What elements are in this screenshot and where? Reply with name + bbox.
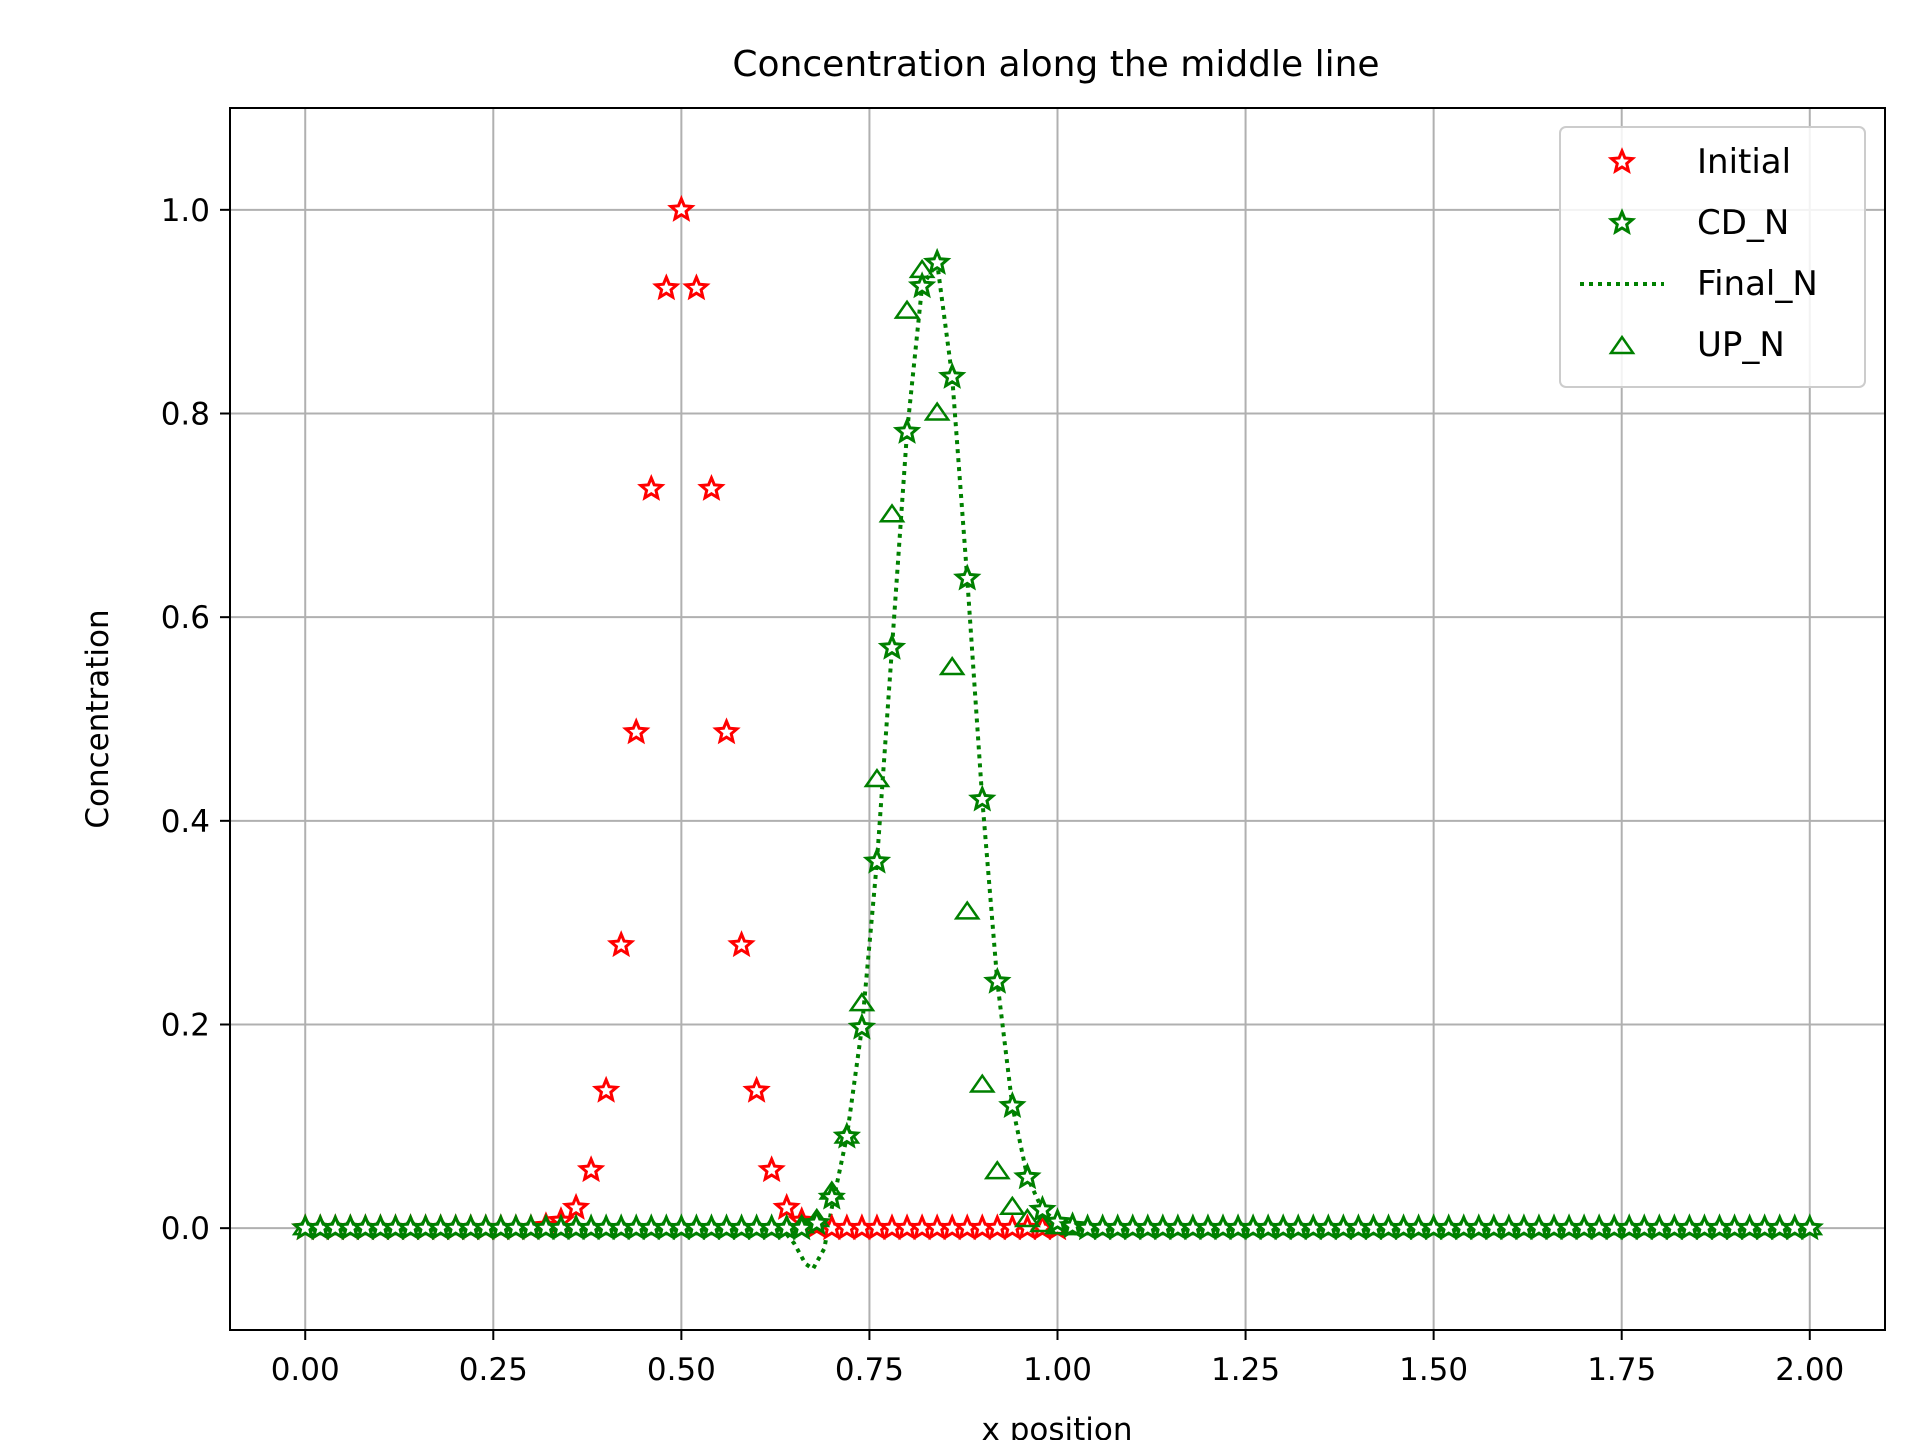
legend-label-final-n: Final_N (1697, 264, 1818, 304)
legend-box (1559, 126, 1866, 388)
initial-point (591, 1075, 621, 1103)
up-n-point (983, 1160, 1011, 1180)
initial-point (727, 930, 756, 958)
initial-point (682, 273, 711, 301)
series-final-n (305, 257, 1810, 1272)
up-n-point (878, 503, 906, 523)
y-tick-label: 0.2 (161, 1008, 210, 1044)
legend-label-initial: Initial (1697, 142, 1791, 182)
cd-n-point (968, 784, 997, 812)
cd-n-point (922, 247, 952, 275)
x-tick-label: 1.00 (1023, 1352, 1092, 1388)
x-tick-label: 0.00 (271, 1352, 340, 1388)
up-n-point (923, 401, 951, 421)
initial-point (561, 1192, 591, 1220)
up-n-point (1029, 1213, 1056, 1233)
up-n-point (998, 1195, 1026, 1215)
initial-point (772, 1192, 801, 1220)
initial-point (652, 273, 681, 301)
final-n-line (305, 257, 1810, 1272)
up-n-point (938, 655, 966, 676)
cd-n-point (832, 1121, 862, 1149)
y-tick-label: 0.6 (161, 600, 210, 636)
cd-n-point (877, 632, 907, 660)
cd-n-point (1013, 1162, 1042, 1190)
chart-title: Concentration along the middle line (732, 44, 1379, 85)
x-tick-label: 2.00 (1775, 1352, 1844, 1388)
cd-n-point (938, 361, 967, 389)
initial-point (667, 194, 696, 222)
x-tick-label: 0.75 (835, 1352, 904, 1388)
up-n-point (953, 900, 981, 920)
x-tick-label: 0.50 (647, 1352, 716, 1388)
x-tick-label: 0.25 (459, 1352, 528, 1388)
cd-n-point (862, 846, 892, 874)
cd-n-point (787, 1213, 816, 1241)
initial-point (607, 930, 636, 958)
cd-n-point (1795, 1213, 1824, 1241)
y-axis-label: Concentration (80, 609, 116, 828)
axis-ticks: 0.00 0.25 0.50 0.75 1.00 1.25 1.50 1.75 2.00 0.0 0… (161, 193, 1845, 1388)
initial-point (576, 1155, 606, 1183)
y-tick-label: 0.0 (161, 1211, 210, 1247)
cd-n-point (998, 1091, 1027, 1119)
legend-label-up-n: UP_N (1697, 325, 1785, 365)
legend-marker-cd-n (1607, 208, 1637, 236)
up-n-point (893, 299, 921, 319)
initial-point (742, 1075, 771, 1103)
initial-point (757, 1155, 786, 1183)
cd-n-point (802, 1208, 831, 1236)
y-tick-label: 1.0 (161, 193, 210, 229)
y-tick-label: 0.4 (161, 804, 210, 840)
cd-n-point (892, 416, 922, 444)
up-n-point (1014, 1207, 1041, 1228)
cd-n-point (847, 1012, 877, 1040)
cd-n-point (1058, 1211, 1087, 1239)
legend-label-cd-n: CD_N (1697, 203, 1789, 243)
up-n-point (968, 1073, 996, 1093)
up-n-point (848, 992, 876, 1012)
cd-n-point (953, 563, 982, 591)
legend-marker-initial (1607, 147, 1637, 175)
up-n-point (863, 768, 891, 788)
x-tick-label: 1.25 (1211, 1352, 1280, 1388)
y-tick-label: 0.8 (161, 397, 210, 433)
x-tick-label: 1.75 (1587, 1352, 1656, 1388)
initial-point (637, 473, 666, 501)
initial-point (712, 717, 741, 745)
cd-n-point (907, 271, 937, 299)
legend-marker-up-n (1608, 334, 1636, 355)
x-tick-label: 1.50 (1399, 1352, 1468, 1388)
x-axis-label: x position (982, 1412, 1133, 1440)
cd-n-point (817, 1182, 846, 1210)
series-cd-n (291, 247, 1824, 1241)
legend: Initial CD_N Final_N UP_N (1559, 126, 1866, 388)
plot-series (291, 194, 1824, 1272)
cd-n-point (983, 966, 1012, 994)
cd-n-point (1043, 1207, 1072, 1235)
initial-point (622, 717, 651, 745)
cd-n-point (1028, 1194, 1057, 1222)
initial-point (697, 473, 726, 501)
